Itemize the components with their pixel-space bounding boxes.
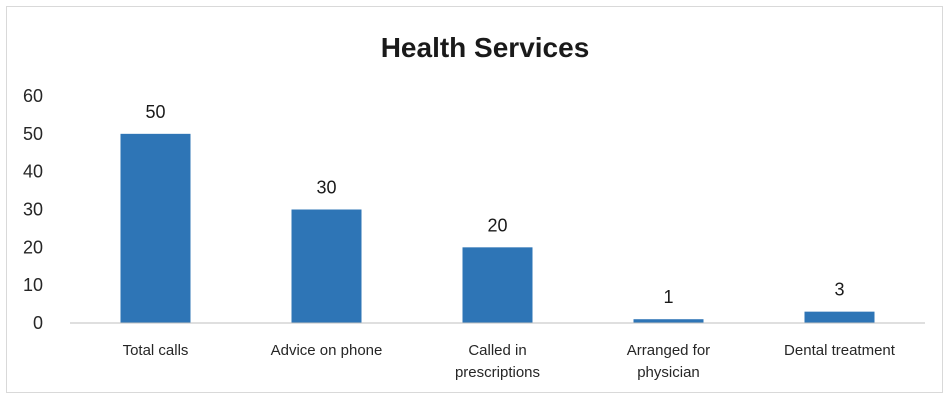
y-tick-label: 50: [23, 124, 43, 144]
data-label: 30: [316, 178, 336, 198]
x-tick-label-line: Arranged for: [627, 342, 710, 359]
x-tick-label: Arranged for physician: [627, 342, 710, 381]
data-label: 20: [487, 215, 507, 235]
data-labels: 50 30 20 1 3: [145, 102, 844, 307]
x-tick-label-line: Called in: [468, 342, 526, 359]
bar: [291, 209, 362, 323]
y-tick-label: 30: [23, 200, 43, 220]
y-tick-label: 60: [23, 86, 43, 106]
x-tick-label-line: prescriptions: [455, 364, 540, 381]
y-tick-label: 20: [23, 237, 43, 257]
data-label: 1: [663, 287, 673, 307]
bar: [120, 133, 191, 323]
data-label: 50: [145, 102, 165, 122]
chart-title: Health Services: [381, 32, 590, 63]
x-tick-label: Advice on phone: [271, 342, 383, 359]
x-axis: Total calls Advice on phone Called in presc…: [70, 322, 925, 381]
y-tick-label: 40: [23, 162, 43, 182]
bars: [120, 133, 875, 323]
x-tick-label-line: Dental treatment: [784, 342, 896, 359]
data-label: 3: [834, 280, 844, 300]
y-axis: 0 10 20 30 40 50 60: [23, 86, 43, 333]
x-tick-label-line: Total calls: [123, 342, 189, 359]
x-tick-label: Dental treatment: [784, 342, 896, 359]
bar: [462, 247, 533, 323]
bar: [804, 311, 875, 323]
x-tick-label: Called in prescriptions: [455, 342, 540, 381]
y-tick-label: 0: [33, 313, 43, 333]
bar: [633, 319, 704, 323]
y-tick-label: 10: [23, 275, 43, 295]
x-tick-label-line: Advice on phone: [271, 342, 383, 359]
x-tick-label-line: physician: [637, 364, 700, 381]
x-tick-label: Total calls: [123, 342, 189, 359]
